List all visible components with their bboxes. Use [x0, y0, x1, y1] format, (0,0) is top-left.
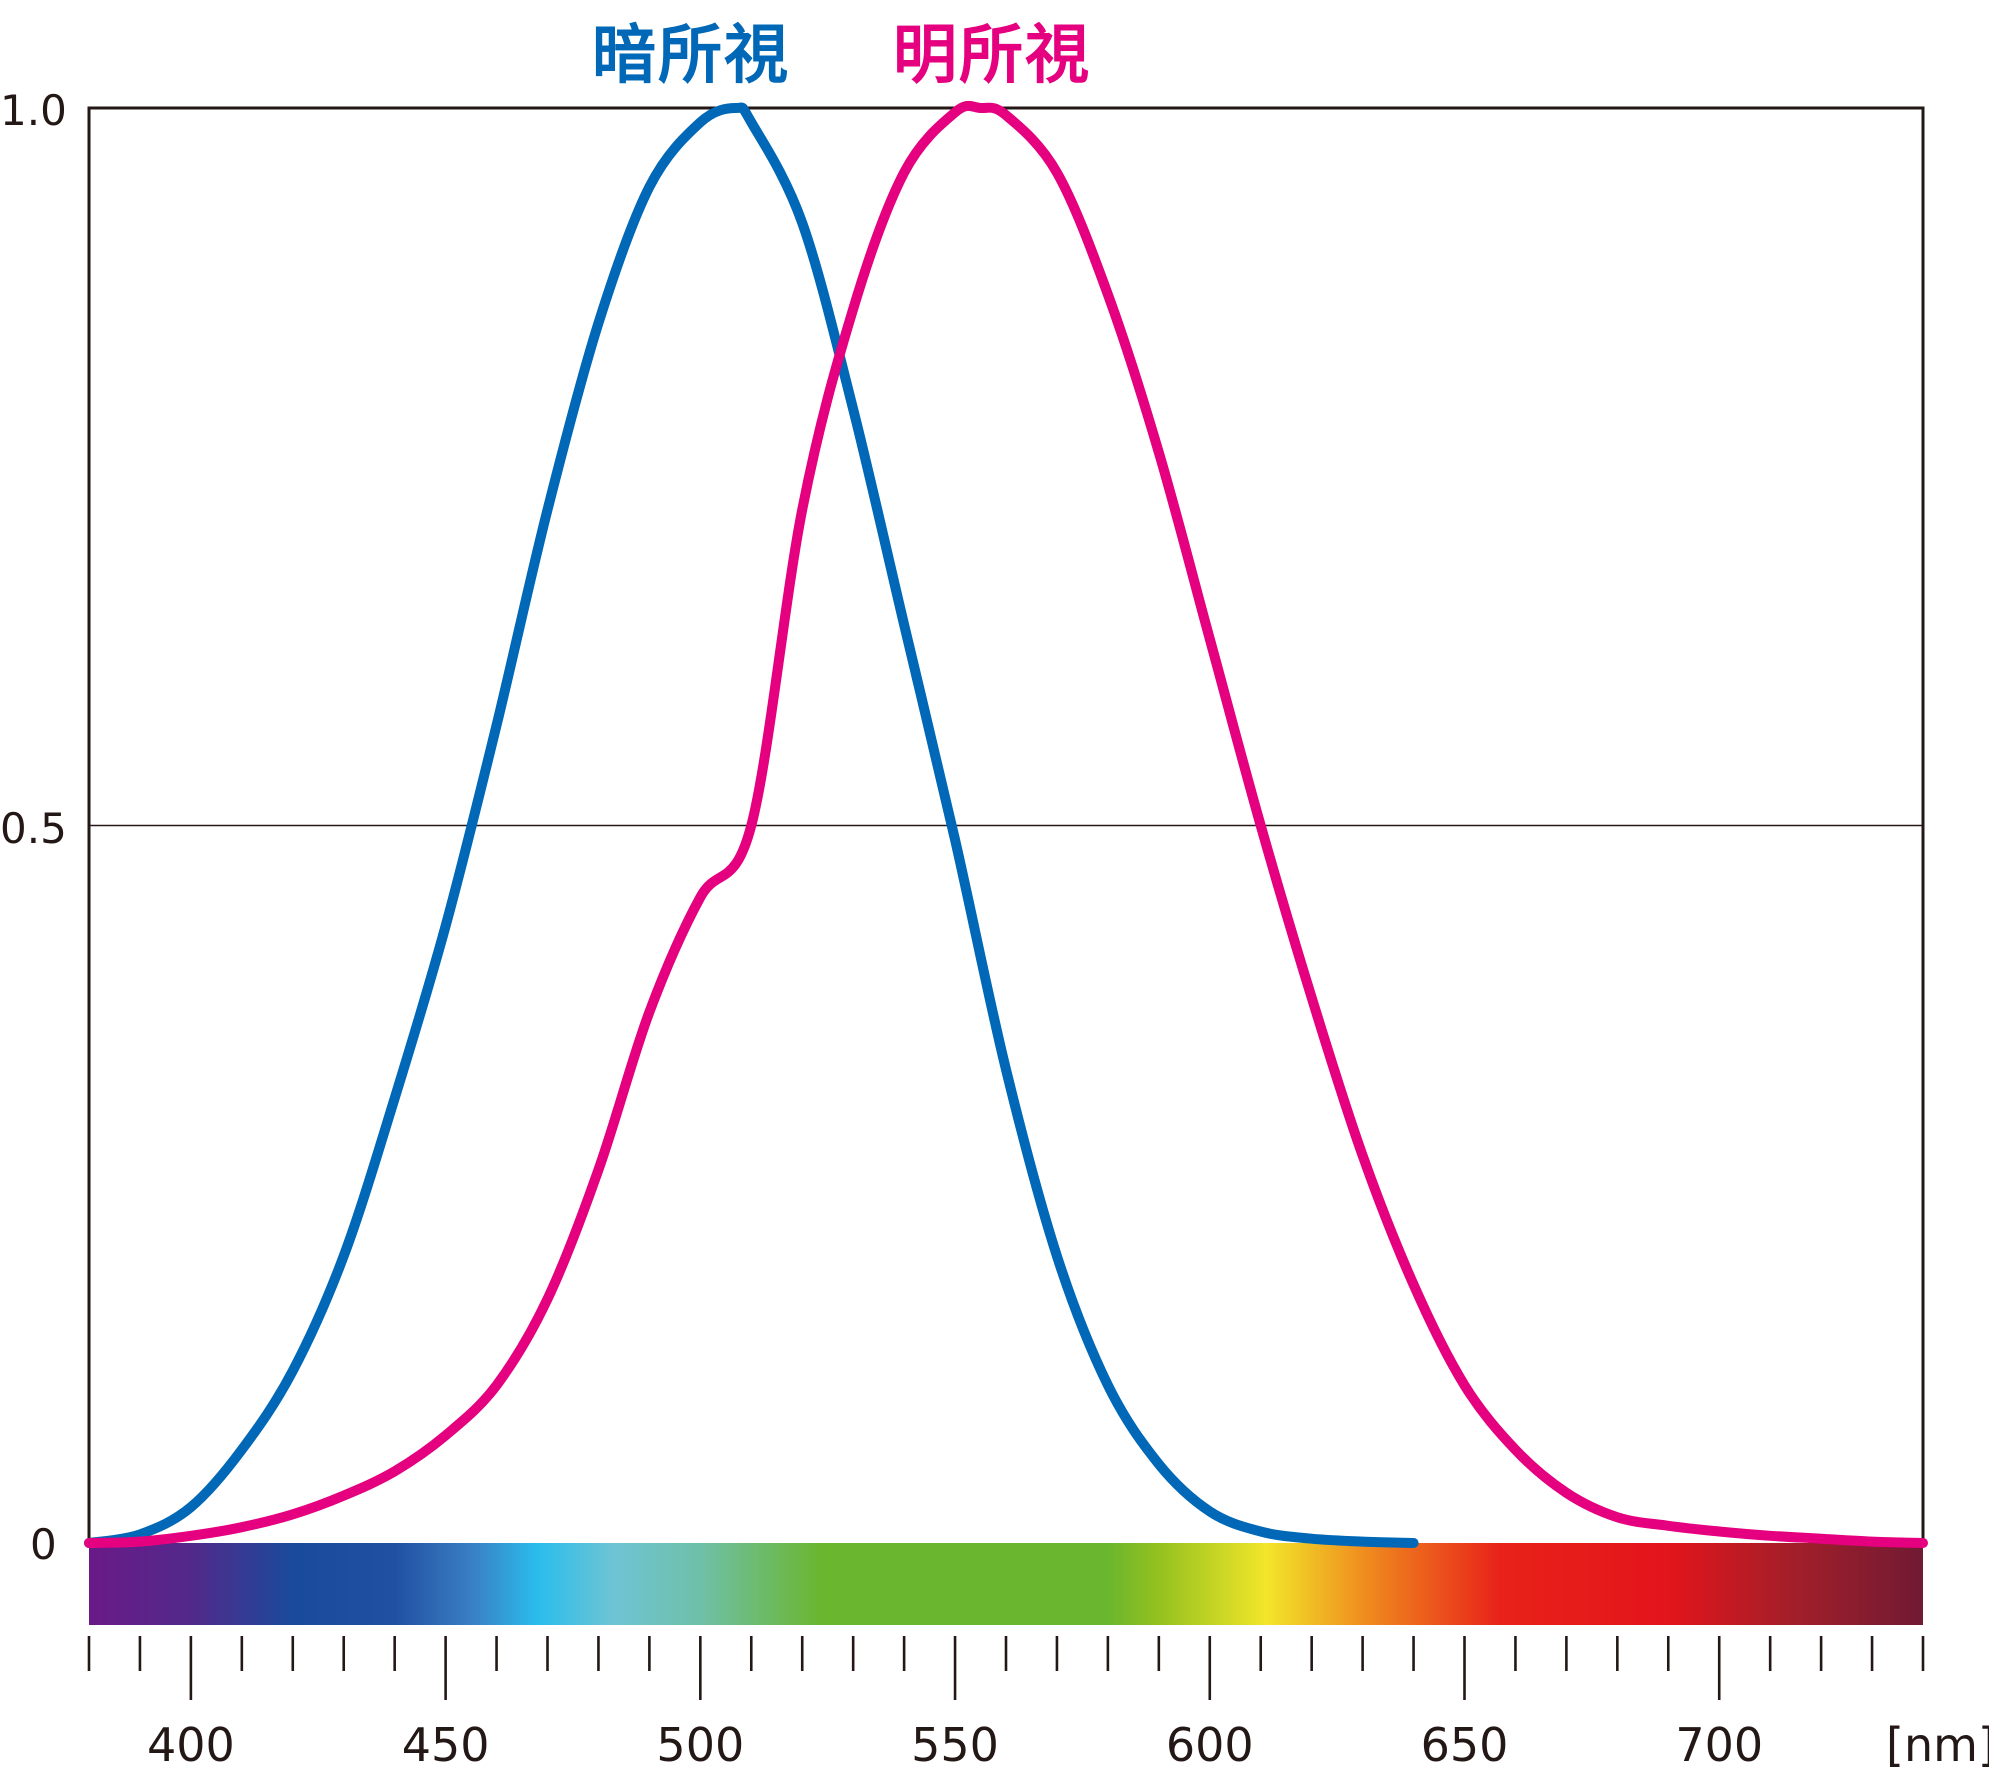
x-label: 650: [1420, 1718, 1509, 1772]
y-label-1: 1.0: [0, 86, 67, 135]
spectrum-bar: [89, 1543, 1923, 1625]
x-label: 600: [1165, 1718, 1254, 1772]
legend-photopic: 明所視: [893, 19, 1091, 93]
x-label: 400: [146, 1718, 235, 1772]
legend-scotopic: 暗所視: [592, 19, 790, 93]
plot-frame: [87, 106, 1925, 1625]
y-label-0: 0: [30, 1520, 57, 1569]
x-label: 500: [656, 1718, 745, 1772]
x-ticks: [87, 1636, 1925, 1700]
x-label: 550: [911, 1718, 999, 1772]
y-label-0-5: 0.5: [0, 804, 67, 853]
x-label: 450: [401, 1718, 490, 1772]
curves: [84, 100, 1928, 1548]
photopic-curve: [84, 100, 1928, 1548]
scotopic-curve: [84, 102, 1419, 1548]
x-unit-label: [nm]: [1886, 1718, 1989, 1772]
x-label: 700: [1675, 1718, 1764, 1772]
